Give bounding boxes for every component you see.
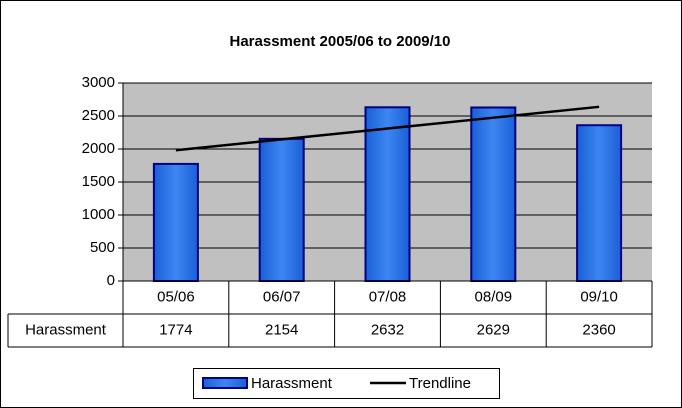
legend-swatch [202,377,248,389]
y-tick-label: 1000 [82,206,115,223]
bar [258,137,305,282]
x-tick-label: 08/09 [475,288,513,305]
table-row-label: Harassment [25,321,107,338]
x-tick-label: 09/10 [580,288,618,305]
bar [152,162,199,282]
table-value: 2360 [582,321,615,338]
chart-title: Harassment 2005/06 to 2009/10 [230,33,451,50]
y-tick-label: 2000 [82,140,115,157]
legend-label: Trendline [409,375,471,392]
trendline [175,105,600,152]
x-tick-label: 06/07 [263,288,301,305]
x-tick-label: 05/06 [157,288,195,305]
y-tick-label: 3000 [82,74,115,91]
table-value: 1774 [159,321,192,338]
bar [364,106,411,283]
bar [576,124,623,282]
table-value: 2632 [371,321,404,338]
y-tick-label: 1500 [82,173,115,190]
table-value: 2629 [477,321,510,338]
y-tick-label: 0 [107,272,115,289]
bar [470,106,517,282]
table-value: 2154 [265,321,298,338]
legend-label: Harassment [251,375,333,392]
y-tick-label: 500 [90,239,115,256]
y-tick-label: 2500 [82,107,115,124]
x-tick-label: 07/08 [369,288,407,305]
